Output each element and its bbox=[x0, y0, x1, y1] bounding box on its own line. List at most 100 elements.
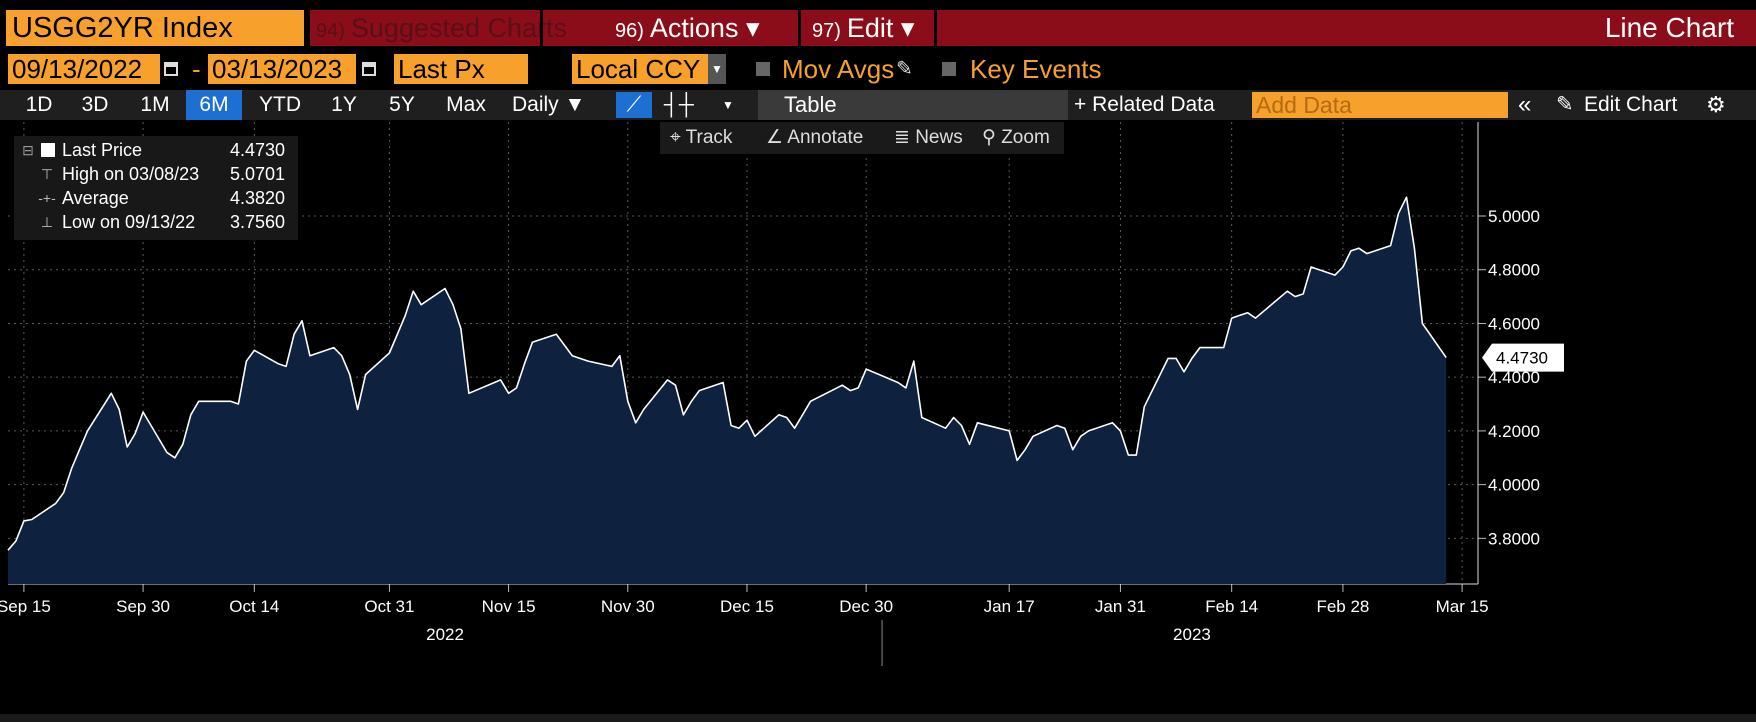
menu-divider bbox=[798, 10, 801, 46]
calendar-icon[interactable] bbox=[164, 62, 178, 76]
suggested-charts-menu[interactable]: 94) Suggested Charts bbox=[316, 10, 567, 46]
y-tick-label: 4.4000 bbox=[1488, 368, 1540, 387]
price-field-select[interactable]: Last Px bbox=[394, 54, 528, 84]
edit-chart-button[interactable]: Edit Chart bbox=[1584, 93, 1678, 116]
x-tick-label: Dec 15 bbox=[720, 597, 774, 616]
range-ytd[interactable]: YTD bbox=[259, 93, 301, 116]
annotate-label: Annotate bbox=[787, 127, 864, 148]
last-value-badge bbox=[1482, 343, 1564, 372]
x-tick-label: Oct 14 bbox=[229, 597, 279, 616]
legend-average: -+- Average 4.3820 bbox=[14, 186, 298, 210]
range-max[interactable]: Max bbox=[446, 93, 486, 116]
y-tick-label: 4.0000 bbox=[1488, 476, 1540, 495]
actions-label: Actions ▾ bbox=[649, 13, 760, 43]
edit-menu[interactable]: 97) Edit ▾ bbox=[812, 10, 915, 46]
y-tick-label: 4.2000 bbox=[1488, 422, 1540, 441]
legend-value: 4.4730 bbox=[230, 140, 286, 160]
currency-select[interactable]: Local CCY bbox=[572, 54, 708, 84]
chevron-down-icon[interactable]: ▼ bbox=[708, 54, 726, 84]
range-1d[interactable]: 1D bbox=[25, 93, 53, 116]
pencil-icon[interactable]: ✎ bbox=[896, 58, 913, 80]
legend-value: 4.3820 bbox=[230, 188, 286, 208]
mov-avgs-label: Mov Avgs bbox=[782, 54, 895, 84]
legend-label: Low on 09/13/22 bbox=[62, 212, 196, 232]
average-marker-icon: -+- bbox=[38, 190, 56, 206]
legend-value: 5.0701 bbox=[230, 164, 286, 184]
key-events-checkbox[interactable] bbox=[942, 62, 956, 76]
periodicity-select[interactable]: Daily ▼ bbox=[512, 93, 586, 116]
news-tool[interactable]: ≣ News bbox=[894, 122, 963, 154]
legend-label: Last Price bbox=[62, 140, 143, 160]
zoom-label: Zoom bbox=[1001, 127, 1050, 148]
x-tick-label: Jan 17 bbox=[984, 597, 1035, 616]
legend-panel: ⊟ Last Price 4.4730 ⊤ High on 03/08/23 5… bbox=[14, 136, 298, 240]
edit-number: 97) bbox=[812, 20, 841, 42]
year-label: 2023 bbox=[1173, 625, 1211, 644]
drawing-tools: ⌖ Track ∠ Annotate ≣ News ⚲ Zoom bbox=[660, 122, 1064, 154]
key-events-label: Key Events bbox=[970, 54, 1102, 84]
chevron-down-icon[interactable]: ▼ bbox=[722, 98, 734, 112]
series-area bbox=[8, 197, 1447, 584]
pencil-icon[interactable]: ✎ bbox=[1556, 93, 1574, 116]
range-1y[interactable]: 1Y bbox=[331, 93, 357, 116]
magnifier-icon: ⚲ bbox=[982, 127, 996, 148]
menu-divider bbox=[540, 10, 543, 46]
series-line bbox=[7, 196, 1447, 551]
mov-avgs-checkbox[interactable] bbox=[756, 62, 770, 76]
range-5y[interactable]: 5Y bbox=[389, 93, 415, 116]
menu-strip: 94) Suggested Charts 96) Actions ▾ 97) Edit… bbox=[310, 10, 1756, 46]
add-data-input[interactable]: Add Data bbox=[1252, 92, 1508, 118]
last-value-label: 4.4730 bbox=[1496, 349, 1548, 368]
legend-label: Average bbox=[62, 188, 129, 208]
gear-icon[interactable]: ⚙ bbox=[1706, 92, 1726, 117]
legend-high: ⊤ High on 03/08/23 5.0701 bbox=[14, 162, 298, 186]
table-button[interactable]: Table bbox=[758, 90, 1068, 120]
calendar-icon[interactable] bbox=[362, 62, 376, 76]
legend-last-price: ⊟ Last Price 4.4730 bbox=[14, 138, 298, 162]
x-tick-label: Nov 15 bbox=[482, 597, 536, 616]
collapse-box-icon[interactable]: ⊟ bbox=[22, 142, 34, 158]
track-tool[interactable]: ⌖ Track bbox=[670, 122, 732, 154]
x-tick-label: Sep 30 bbox=[116, 597, 170, 616]
zoom-tool[interactable]: ⚲ Zoom bbox=[982, 122, 1050, 154]
crosshair-icon: ⌖ bbox=[670, 127, 681, 148]
annotate-icon: ∠ bbox=[766, 127, 784, 148]
range-6m[interactable]: 6M bbox=[186, 90, 242, 120]
date-range-dash: - bbox=[192, 54, 201, 84]
line-chart-icon[interactable]: ⟋ bbox=[616, 92, 652, 118]
end-date-field[interactable]: 03/13/2023 bbox=[208, 54, 356, 84]
suggested-charts-label: Suggested Charts bbox=[350, 13, 568, 43]
x-tick-label: Feb 28 bbox=[1316, 597, 1369, 616]
header-bar: USGG2YR Index 94) Suggested Charts 96) Act… bbox=[0, 0, 1756, 48]
legend-value: 3.7560 bbox=[230, 212, 286, 232]
y-tick-label: 5.0000 bbox=[1488, 207, 1540, 226]
menu-divider bbox=[934, 10, 937, 46]
x-tick-label: Jan 31 bbox=[1095, 597, 1146, 616]
actions-number: 96) bbox=[615, 20, 644, 42]
status-strip bbox=[0, 714, 1756, 722]
actions-menu[interactable]: 96) Actions ▾ bbox=[615, 10, 760, 46]
x-tick-label: Feb 14 bbox=[1205, 597, 1258, 616]
suggested-charts-number: 94) bbox=[316, 20, 345, 42]
x-tick-label: Oct 31 bbox=[364, 597, 414, 616]
start-date-field[interactable]: 09/13/2022 bbox=[8, 54, 160, 84]
bar-chart-icon[interactable]: ┤┼ bbox=[664, 93, 694, 116]
annotate-tool[interactable]: ∠ Annotate bbox=[766, 122, 863, 154]
y-tick-label: 4.8000 bbox=[1488, 261, 1540, 280]
x-tick-label: Sep 15 bbox=[0, 597, 51, 616]
chart-type-title: Line Chart bbox=[1604, 12, 1734, 43]
related-data-button[interactable]: + Related Data bbox=[1074, 93, 1215, 116]
range-1m[interactable]: 1M bbox=[140, 93, 170, 116]
collapse-icon[interactable]: « bbox=[1518, 91, 1532, 118]
controls-bar: 09/13/2022 03/13/2023 Last Px Local CCY … bbox=[0, 54, 1756, 86]
low-marker-icon: ⊥ bbox=[40, 214, 54, 230]
legend-label: High on 03/08/23 bbox=[62, 164, 200, 184]
news-icon: ≣ bbox=[894, 127, 910, 148]
y-tick-label: 3.8000 bbox=[1488, 529, 1540, 548]
high-marker-icon: ⊤ bbox=[40, 166, 54, 182]
range-3d[interactable]: 3D bbox=[81, 93, 109, 116]
ticker-field[interactable]: USGG2YR Index bbox=[6, 10, 304, 46]
year-label: 2022 bbox=[426, 625, 464, 644]
edit-label: Edit ▾ bbox=[846, 13, 915, 43]
toolbar-row: 1D 3D 1M 6M YTD 1Y 5Y Max Daily ▼ ⟋ ┤┼ ▼… bbox=[0, 90, 1756, 120]
